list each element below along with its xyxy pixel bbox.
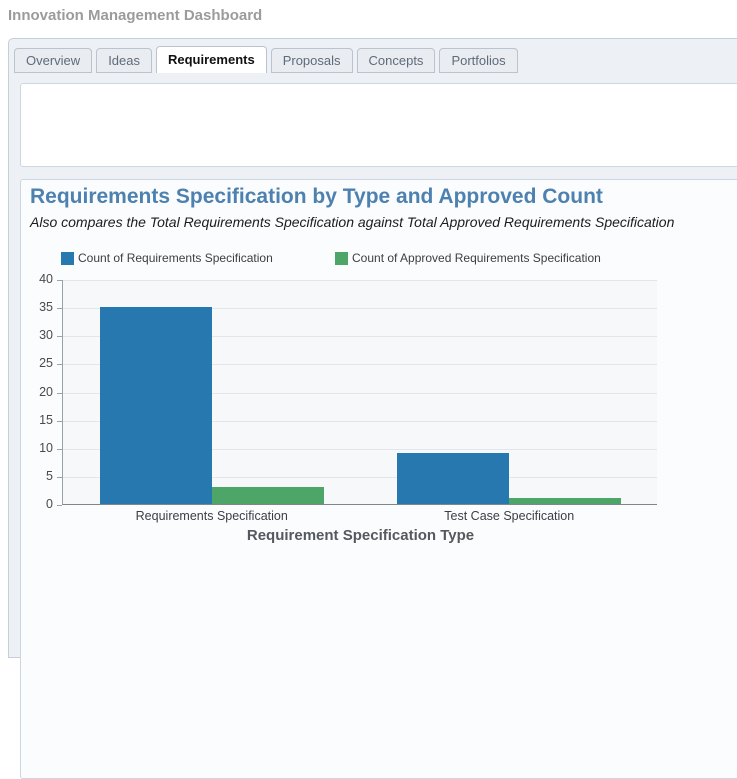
gridline-y-10 xyxy=(63,448,657,450)
y-tick-label-15: 15 xyxy=(39,412,53,427)
tab-requirements[interactable]: Requirements xyxy=(156,46,267,73)
chart-subtitle: Also compares the Total Requirements Spe… xyxy=(30,214,675,230)
tab-ideas[interactable]: Ideas xyxy=(96,48,152,73)
legend-label: Count of Requirements Specification xyxy=(78,251,273,265)
y-tick-label-0: 0 xyxy=(46,497,53,511)
gridline-y-40 xyxy=(63,280,657,281)
y-tick-30 xyxy=(57,336,62,338)
tab-concepts[interactable]: Concepts xyxy=(356,48,436,73)
gridline-y-5 xyxy=(63,476,657,478)
legend-swatch-icon xyxy=(335,251,348,265)
y-tick-10 xyxy=(57,448,62,450)
bar-test-case-specification-count-of-approved-requirements-specification[interactable] xyxy=(509,498,622,504)
y-tick-5 xyxy=(57,476,62,478)
category-label-requirements-specification: Requirements Specification xyxy=(135,509,288,523)
y-tick-label-5: 5 xyxy=(46,468,53,483)
empty-content-panel xyxy=(20,83,737,167)
gridline-y-25 xyxy=(63,364,657,366)
y-tick-label-10: 10 xyxy=(39,440,53,455)
chart-title: Requirements Specification by Type and A… xyxy=(30,185,603,208)
category-label-test-case-specification: Test Case Specification xyxy=(444,509,575,523)
legend-item-count-of-requirements-specification[interactable]: Count of Requirements Specification xyxy=(61,251,273,265)
gridline-y-15 xyxy=(63,420,657,422)
y-tick-label-25: 25 xyxy=(39,356,53,371)
tab-proposals[interactable]: Proposals xyxy=(270,48,353,73)
y-tick-15 xyxy=(57,420,62,422)
page-title: Innovation Management Dashboard xyxy=(8,7,263,24)
y-tick-label-20: 20 xyxy=(39,384,53,399)
gridline-y-30 xyxy=(63,336,657,338)
chart-panel: Requirements Specification by Type and A… xyxy=(20,179,737,779)
tab-portfolios[interactable]: Portfolios xyxy=(439,48,518,73)
bar-requirements-specification-count-of-approved-requirements-specification[interactable] xyxy=(211,487,324,504)
tab-bar: Overview Ideas Requirements Proposals Co… xyxy=(14,46,518,73)
gridline-y-20 xyxy=(63,392,657,394)
legend-label: Count of Approved Requirements Specifica… xyxy=(352,251,601,265)
y-tick-0 xyxy=(57,505,62,506)
y-tick-label-35: 35 xyxy=(39,300,53,315)
y-tick-label-30: 30 xyxy=(39,328,53,343)
y-tick-label-40: 40 xyxy=(39,272,53,286)
bar-requirements-specification-count-of-requirements-specification[interactable] xyxy=(99,307,212,504)
y-tick-20 xyxy=(57,392,62,394)
tab-overview[interactable]: Overview xyxy=(14,48,93,73)
bar-test-case-specification-count-of-requirements-specification[interactable] xyxy=(397,453,510,504)
bar-chart-plot-area: Requirement Specification Type 0 5 10 15 20 2… xyxy=(39,272,657,544)
dashboard-container: Overview Ideas Requirements Proposals Co… xyxy=(8,38,737,779)
gridline-y-35 xyxy=(63,308,657,310)
legend-item-count-of-approved-requirements-specification[interactable]: Count of Approved Requirements Specifica… xyxy=(335,251,601,265)
y-tick-40 xyxy=(57,280,62,281)
legend-swatch-icon xyxy=(61,251,74,265)
y-tick-35 xyxy=(57,308,62,310)
y-tick-25 xyxy=(57,364,62,366)
x-axis-title: Requirement Specification Type xyxy=(246,527,475,544)
